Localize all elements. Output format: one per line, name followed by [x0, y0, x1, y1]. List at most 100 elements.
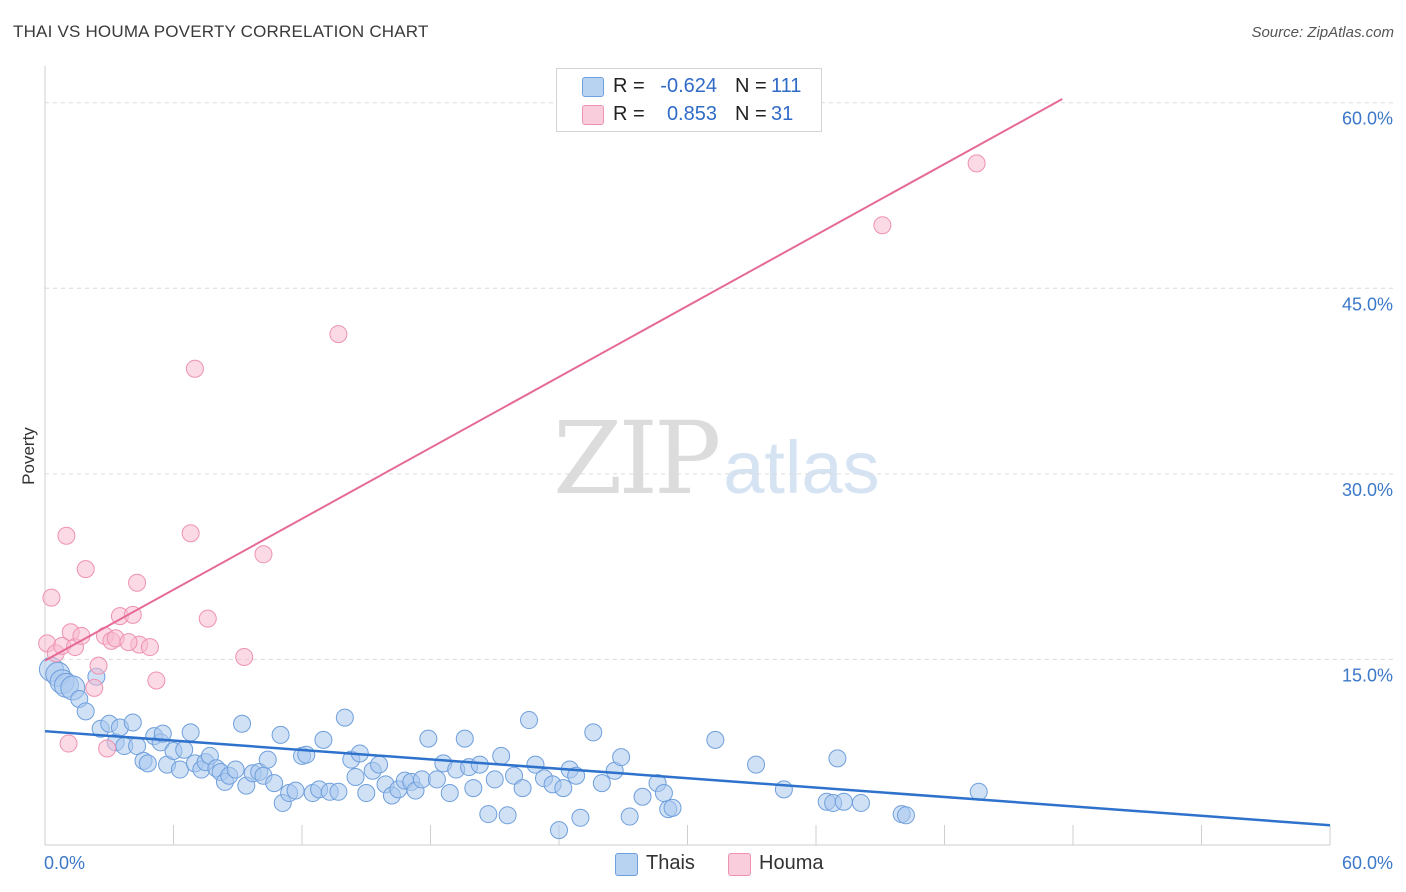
houma-point	[185, 359, 204, 378]
thais-point	[314, 730, 333, 749]
houma-point	[967, 154, 986, 173]
houma-r-value: 0.853	[666, 103, 717, 125]
y-axis-label: Poverty	[19, 427, 38, 485]
thais-point	[440, 784, 459, 803]
thais-point	[181, 723, 200, 742]
thais-point	[455, 729, 474, 748]
thais-point	[492, 746, 511, 765]
chart-title: THAI VS HOUMA POVERTY CORRELATION CHART	[13, 22, 429, 41]
thais-n-value: 111	[771, 75, 802, 97]
thais-point	[271, 725, 290, 744]
thais-point	[412, 770, 431, 789]
y-tick-label: 45.0%	[1342, 294, 1393, 314]
thais-point	[357, 784, 376, 803]
houma-point	[254, 545, 273, 564]
watermark-atlas: atlas	[723, 426, 880, 509]
x-tick-label: 60.0%	[1342, 853, 1393, 873]
legend-row-houma: R = 0.853 N = 31	[557, 101, 821, 129]
stats-legend: R = -0.624 N = 111 R = 0.853 N = 31	[556, 68, 822, 132]
thais-point	[592, 774, 611, 793]
thais-point	[335, 708, 354, 727]
grid-lines	[45, 102, 1395, 660]
houma-point	[42, 588, 61, 607]
thais-point	[153, 724, 172, 743]
thais-point	[479, 805, 498, 824]
thais-point	[123, 713, 142, 732]
source-label: Source: ZipAtlas.com	[1251, 24, 1394, 41]
thais-point	[419, 729, 438, 748]
thais-point	[138, 754, 157, 773]
houma-n-value: 31	[771, 103, 794, 125]
thais-point	[485, 770, 504, 789]
thais-point	[170, 760, 189, 779]
watermark-zip: ZIP	[553, 400, 721, 517]
thais-point	[633, 787, 652, 806]
thais-point	[498, 806, 517, 825]
houma-point	[57, 526, 76, 545]
houma-series	[38, 154, 986, 758]
watermark: ZIPatlas	[553, 400, 880, 517]
thais-point	[258, 750, 277, 769]
thais-point	[851, 793, 870, 812]
houma-point	[873, 216, 892, 235]
thais-point	[663, 798, 682, 817]
houma-point	[128, 573, 147, 592]
thais-point	[747, 755, 766, 774]
houma-point	[59, 734, 78, 753]
thais-point	[286, 781, 305, 800]
houma-point	[89, 656, 108, 675]
thais-point	[520, 711, 539, 730]
thais-point	[774, 780, 793, 799]
thais-point	[706, 730, 725, 749]
legend-row-thais: R = -0.624 N = 111	[557, 73, 821, 101]
thais-point	[828, 749, 847, 768]
thais-point	[654, 784, 673, 803]
thais-point	[233, 714, 252, 733]
thais-point	[834, 792, 853, 811]
houma-legend-label: Houma	[759, 852, 824, 874]
thais-point	[175, 740, 194, 759]
thais-trend-line	[44, 729, 1331, 827]
thais-point	[513, 779, 532, 798]
houma-point	[147, 671, 166, 690]
thais-swatch	[582, 77, 604, 97]
houma-r-label: R =	[613, 103, 645, 125]
thais-point	[427, 770, 446, 789]
tick-labels: 15.0% 30.0% 45.0% 60.0% 0.0% 60.0%	[44, 109, 1393, 873]
thais-point	[464, 779, 483, 798]
thais-point	[620, 807, 639, 826]
thais-point	[76, 702, 95, 721]
thais-point	[554, 779, 573, 798]
thais-point	[896, 806, 915, 825]
thais-point	[550, 821, 568, 840]
thais-point	[346, 767, 365, 786]
thais-legend-label: Thais	[646, 852, 695, 874]
thais-r-value: -0.624	[660, 75, 717, 97]
houma-point	[198, 609, 217, 628]
thais-point	[329, 782, 348, 801]
houma-point	[181, 524, 200, 543]
thais-point	[612, 748, 631, 767]
thais-n-label: N =	[735, 75, 767, 97]
thais-point	[505, 766, 524, 785]
thais-series	[38, 656, 988, 840]
houma-point	[76, 560, 95, 579]
houma-trend-line	[44, 98, 1063, 662]
y-tick-label: 30.0%	[1342, 480, 1393, 500]
thais-point	[969, 782, 988, 801]
thais-point	[226, 760, 245, 779]
thais-point	[526, 755, 545, 774]
thais-point	[265, 774, 284, 793]
houma-point	[119, 633, 138, 652]
y-tick-label: 15.0%	[1342, 665, 1393, 685]
houma-point	[85, 678, 104, 697]
houma-point	[235, 647, 254, 666]
houma-point	[72, 626, 91, 645]
houma-point	[98, 739, 117, 758]
trend-lines	[44, 98, 1331, 827]
thais-legend-swatch	[615, 853, 638, 876]
houma-legend-swatch	[728, 853, 751, 876]
thais-point	[584, 723, 603, 742]
houma-point	[329, 325, 348, 344]
